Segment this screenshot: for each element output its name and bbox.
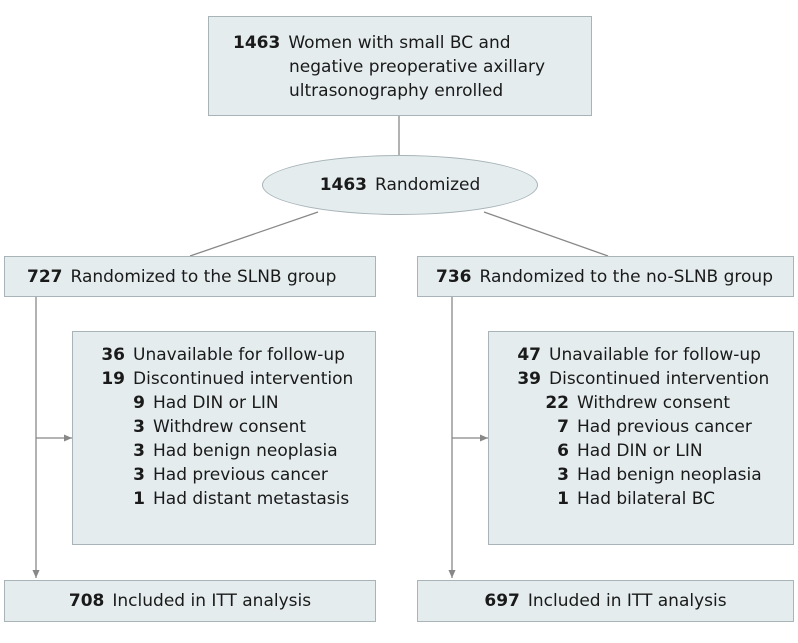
randomized-label: Randomized: [375, 175, 481, 195]
slnb-excluded-label-3: Withdrew consent: [153, 417, 307, 437]
noslnb-excluded-count-6: 1: [557, 489, 569, 509]
enrolled-label-line-2: negative preoperative axillary: [289, 57, 546, 77]
noslnb-excluded-count-2: 22: [545, 393, 569, 413]
slnb-excluded-count-1: 19: [101, 369, 125, 389]
slnb-group-label: Randomized to the SLNB group: [70, 266, 337, 287]
noslnb-excluded-label-5: Had benign neoplasia: [577, 465, 762, 485]
slnb-excluded-count-5: 3: [133, 465, 145, 485]
slnb-excluded-box: 36 Unavailable for follow-up 19 Discontinu…: [72, 331, 376, 545]
noslnb-analysis-count: 697: [484, 591, 520, 611]
slnb-excluded-label-0: Unavailable for follow-up: [133, 345, 345, 365]
slnb-group-box: 727 Randomized to the SLNB group: [4, 256, 376, 297]
noslnb-excluded-label-2: Withdrew consent: [577, 393, 731, 413]
enrolled-label-line-3: ultrasonography enrolled: [289, 81, 504, 101]
enrolled-count: 1463: [233, 33, 281, 53]
slnb-group-count: 727: [27, 266, 63, 287]
slnb-analysis-label: Included in ITT analysis: [112, 591, 312, 611]
noslnb-excluded-count-0: 47: [517, 345, 541, 365]
noslnb-excluded-label-4: Had DIN or LIN: [577, 441, 703, 461]
noslnb-excluded-count-3: 7: [557, 417, 569, 437]
slnb-excluded-count-0: 36: [101, 345, 125, 365]
slnb-excluded-label-5: Had previous cancer: [153, 465, 328, 485]
slnb-analysis-count: 708: [68, 591, 105, 611]
noslnb-excluded-label-0: Unavailable for follow-up: [549, 345, 761, 365]
noslnb-analysis-box: 697 Included in ITT analysis: [417, 580, 794, 622]
noslnb-excluded-count-5: 3: [557, 465, 569, 485]
slnb-excluded-label-6: Had distant metastasis: [153, 489, 350, 509]
enrolled-box: 1463 Women with small BC and negative pr…: [208, 16, 592, 116]
noslnb-excluded-count-1: 39: [517, 369, 541, 389]
noslnb-group-box: 736 Randomized to the no-SLNB group: [417, 256, 794, 297]
connector-randomized-noslnb: [483, 211, 609, 257]
slnb-excluded-count-6: 1: [133, 489, 145, 509]
randomized-ellipse: 1463 Randomized: [262, 155, 538, 215]
slnb-excluded-count-2: 9: [133, 393, 145, 413]
enrolled-label-line-1: Women with small BC and: [288, 33, 511, 53]
slnb-excluded-label-1: Discontinued intervention: [133, 369, 354, 389]
connector-randomized-slnb: [189, 211, 319, 257]
noslnb-excluded-label-1: Discontinued intervention: [549, 369, 770, 389]
noslnb-excluded-label-3: Had previous cancer: [577, 417, 752, 437]
slnb-excluded-label-4: Had benign neoplasia: [153, 441, 338, 461]
noslnb-excluded-label-6: Had bilateral BC: [577, 489, 715, 509]
slnb-excluded-label-2: Had DIN or LIN: [153, 393, 279, 413]
randomized-count: 1463: [319, 175, 368, 195]
noslnb-excluded-count-4: 6: [557, 441, 569, 461]
noslnb-excluded-box: 47 Unavailable for follow-up 39 Discontinu…: [488, 331, 794, 545]
slnb-analysis-box: 708 Included in ITT analysis: [4, 580, 376, 622]
noslnb-group-label: Randomized to the no-SLNB group: [479, 266, 774, 287]
noslnb-analysis-label: Included in ITT analysis: [527, 591, 727, 611]
slnb-excluded-count-3: 3: [133, 417, 145, 437]
noslnb-group-count: 736: [436, 266, 472, 287]
slnb-excluded-count-4: 3: [133, 441, 145, 461]
